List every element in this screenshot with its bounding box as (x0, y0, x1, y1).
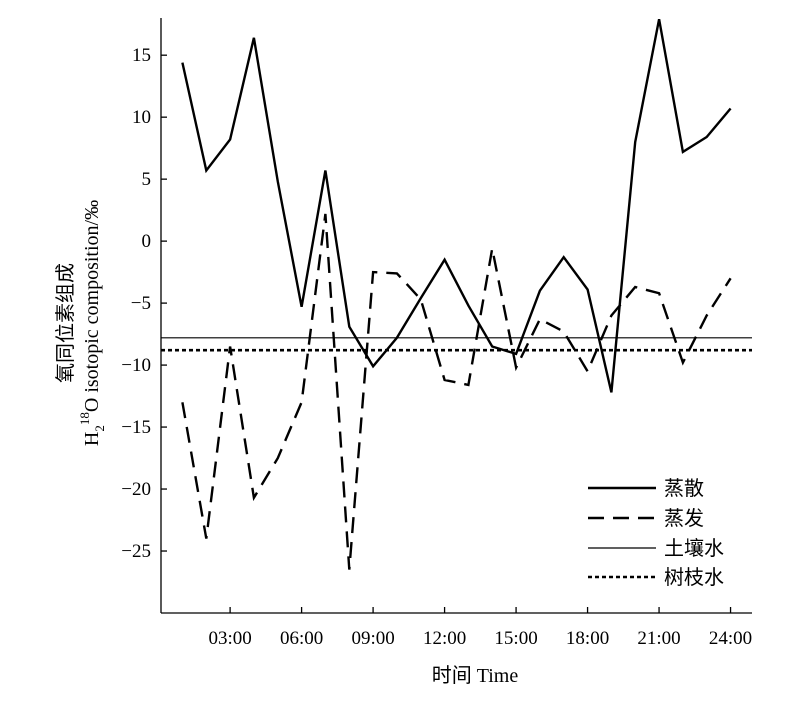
tick-marks: 03:00 06:00 09:00 12:00 15:00 18:00 21:00 24:00… (121, 45, 752, 649)
y-tick-label: −15 (121, 417, 151, 438)
legend-label-4: 树枝水 (664, 566, 724, 589)
legend-label-1: 蒸散 (664, 477, 704, 500)
series-layer (161, 18, 752, 570)
x-tick-label: 21:00 (637, 628, 680, 649)
axes (160, 18, 752, 614)
series-line-2 (181, 213, 732, 570)
x-tick-label: 09:00 (351, 628, 394, 649)
x-tick-label: 15:00 (494, 628, 537, 649)
x-tick-label: 18:00 (566, 628, 609, 649)
y-tick-label: 15 (132, 45, 151, 66)
x-axis-title: 时间 Time (432, 664, 519, 687)
x-tick-label: 03:00 (208, 628, 251, 649)
series-line-1 (181, 18, 732, 393)
y-tick-label: −5 (131, 293, 151, 314)
x-tick-label: 12:00 (423, 628, 466, 649)
y-tick-label: −25 (121, 541, 151, 562)
y-axis-title-line2: H218O isotopic composition/‰ (77, 200, 107, 446)
y-axis-title-h: H (81, 432, 103, 446)
y-axis-title: 氧同位素组成 H218O isotopic composition/‰ (54, 200, 107, 446)
y-tick-label: −10 (121, 355, 151, 376)
y-axis-title-sup: 18 (77, 412, 92, 425)
y-axis-title-line1: 氧同位素组成 (54, 263, 77, 383)
y-tick-label: 10 (132, 107, 151, 128)
y-axis-title-rest: O isotopic composition/‰ (81, 200, 103, 412)
y-tick-label: −20 (121, 479, 151, 500)
y-axis-title-sub: 2 (92, 425, 107, 432)
legend-label-3: 土壤水 (664, 537, 724, 560)
x-tick-label: 24:00 (709, 628, 752, 649)
legend-label-2: 蒸发 (664, 507, 704, 530)
x-tick-label: 06:00 (280, 628, 323, 649)
y-tick-label: 5 (142, 169, 152, 190)
y-tick-label: 0 (142, 231, 152, 252)
